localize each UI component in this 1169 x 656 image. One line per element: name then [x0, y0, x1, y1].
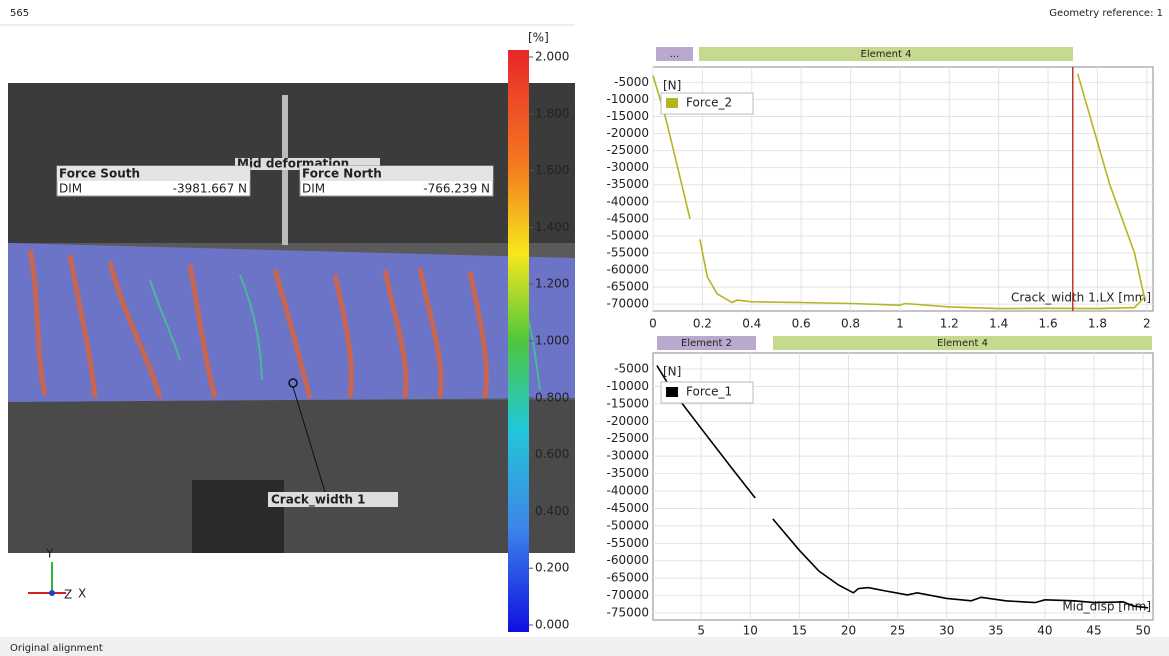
y-tick-label: -55000	[606, 536, 649, 550]
legend-swatch	[666, 387, 678, 397]
y-axis-label: [N]	[663, 79, 681, 93]
colorbar-tick-label: 0.200	[535, 561, 569, 575]
x-tick-label: 10	[743, 624, 758, 638]
y-tick-label: -50000	[606, 518, 649, 532]
y-tick-label: -65000	[606, 571, 649, 585]
y-tick-label: -35000	[606, 466, 649, 480]
label-title: Crack_width 1	[271, 493, 366, 508]
label-title: Force South	[59, 167, 140, 181]
x-tick-label: 25	[890, 624, 905, 638]
colorbar-tick-label: 1.000	[535, 334, 569, 348]
y-tick-label: -30000	[606, 449, 649, 463]
legend-swatch	[666, 98, 678, 108]
segment-label: ...	[670, 49, 680, 60]
photo-floor	[8, 400, 575, 553]
z-axis-label: Z	[64, 588, 72, 602]
y-tick-label: -50000	[606, 228, 649, 242]
y-tick-label: -60000	[606, 553, 649, 567]
x-tick-label: 0.2	[693, 317, 712, 331]
x-tick-label: 15	[792, 624, 807, 638]
colorbar-tick-label: 1.200	[535, 277, 569, 291]
y-tick-label: -55000	[606, 245, 649, 259]
axis-triad: Y Z X	[28, 547, 86, 602]
screen: 565 Geometry reference: 1 Mid deformatio…	[0, 0, 1169, 656]
y-tick-label: -5000	[614, 75, 649, 89]
colorbar-tick-label: 0.800	[535, 390, 569, 404]
colorbar-tick-label: 1.400	[535, 220, 569, 234]
x-tick-label: 1.4	[989, 317, 1008, 331]
y-tick-label: -60000	[606, 263, 649, 277]
colorbar-tick-label: 1.600	[535, 163, 569, 177]
y-tick-label: -35000	[606, 177, 649, 191]
y-tick-label: -70000	[606, 297, 649, 311]
segment-label: Element 4	[937, 338, 988, 349]
y-axis-label: Y	[45, 547, 54, 561]
colorbar-tick-label: 0.000	[535, 618, 569, 632]
status-text: Original alignment	[10, 643, 103, 654]
page: 565 Geometry reference: 1 Mid deformatio…	[0, 0, 1169, 656]
y-tick-label: -10000	[606, 379, 649, 393]
colorbar-tick-label: 0.600	[535, 447, 569, 461]
x-tick-label: 50	[1136, 624, 1151, 638]
label-key: DIM	[59, 182, 82, 196]
x-tick-label: 0.8	[841, 317, 860, 331]
x-tick-label: 30	[939, 624, 954, 638]
x-tick-label: 20	[841, 624, 856, 638]
status-bar	[0, 637, 1169, 656]
y-tick-label: -15000	[606, 396, 649, 410]
label-key: DIM	[302, 182, 325, 196]
y-tick-label: -5000	[614, 362, 649, 376]
x-axis-label: X	[78, 587, 86, 601]
y-tick-label: -30000	[606, 160, 649, 174]
colorbar	[508, 50, 529, 632]
y-tick-label: -15000	[606, 109, 649, 123]
colorbar-tick-label: 2.000	[535, 50, 569, 64]
photo	[8, 83, 575, 553]
y-tick-label: -75000	[606, 606, 649, 620]
x-tick-label: 0	[649, 317, 657, 331]
colorbar-tick-label: 1.800	[535, 106, 569, 120]
z-axis-dot	[49, 590, 55, 596]
segment-label: Element 4	[861, 49, 912, 60]
y-tick-label: -45000	[606, 211, 649, 225]
x-tick-label: 2	[1143, 317, 1151, 331]
x-tick-label: 5	[697, 624, 705, 638]
segment-label: Element 2	[681, 338, 732, 349]
y-tick-label: -40000	[606, 484, 649, 498]
stand	[192, 480, 284, 553]
colorbar-unit: [%]	[528, 31, 549, 45]
x-tick-label: 0.6	[792, 317, 811, 331]
y-tick-label: -10000	[606, 92, 649, 106]
geometry-reference: Geometry reference: 1	[1049, 8, 1163, 19]
legend-label: Force_2	[686, 96, 732, 110]
label-value: -3981.667 N	[173, 182, 247, 196]
x-tick-label: 1.8	[1088, 317, 1107, 331]
force-south-label: Force South DIM -3981.667 N	[57, 166, 250, 196]
label-value: -766.239 N	[423, 182, 490, 196]
y-tick-label: -45000	[606, 501, 649, 515]
frame-number: 565	[10, 8, 29, 19]
x-tick-label: 40	[1037, 624, 1052, 638]
y-tick-label: -70000	[606, 588, 649, 602]
x-axis-label: Crack_width 1.LX [mm]	[1011, 291, 1151, 305]
x-tick-label: 1.2	[940, 317, 959, 331]
x-tick-label: 35	[988, 624, 1003, 638]
y-tick-label: -65000	[606, 280, 649, 294]
y-tick-label: -40000	[606, 194, 649, 208]
y-tick-label: -20000	[606, 126, 649, 140]
label-title: Force North	[302, 167, 382, 181]
x-tick-label: 45	[1086, 624, 1101, 638]
force-north-label: Force North DIM -766.239 N	[300, 166, 493, 196]
y-axis-label: [N]	[663, 365, 681, 379]
y-tick-label: -25000	[606, 431, 649, 445]
y-tick-label: -20000	[606, 414, 649, 428]
y-tick-label: -25000	[606, 143, 649, 157]
x-tick-label: 1.6	[1039, 317, 1058, 331]
x-tick-label: 0.4	[742, 317, 761, 331]
colorbar-tick-label: 0.400	[535, 504, 569, 518]
legend-label: Force_1	[686, 385, 732, 399]
x-tick-label: 1	[896, 317, 904, 331]
